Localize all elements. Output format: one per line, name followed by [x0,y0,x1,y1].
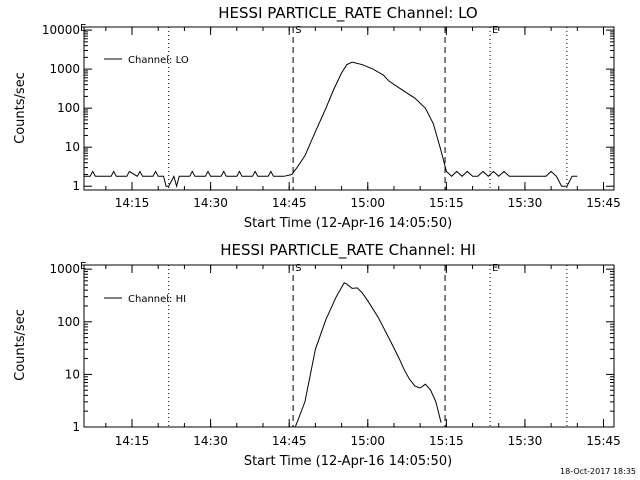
x-tick-label: 14:45 [272,196,307,210]
y-axis-label-lo: Counts/sec [13,72,28,144]
series-line-hi [294,282,442,428]
x-axis-hi: 14:15 14:30 14:45 15:00 15:15 15:30 15:45 [105,265,621,448]
legend-label-hi: Channel: HI [128,294,186,305]
x-tick-label: 14:15 [115,434,150,448]
time-marker-label: E [492,25,498,36]
x-tick-label: 15:00 [350,434,385,448]
corner-label-lo: E [80,23,86,34]
x-tick-label: 15:15 [429,434,464,448]
legend-label-lo: Channel: LO [128,55,189,66]
chart-title-lo: HESSI PARTICLE_RATE Channel: LO [218,4,477,23]
y-tick-label: 1000 [49,262,80,276]
y-tick-label: 1 [72,179,80,193]
legend-lo: Channel: LO [104,55,189,66]
x-tick-label: 14:15 [115,196,150,210]
legend-hi: Channel: HI [104,294,186,305]
x-axis-label-lo: Start Time (12-Apr-16 14:05:50) [244,216,452,231]
y-axis-label-hi: Counts/sec [13,309,28,381]
x-tick-label: 15:15 [429,196,464,210]
y-tick-label: 10 [65,367,80,381]
y-tick-label: 1 [72,420,80,434]
time-marker-label: S [295,25,301,36]
y-axis-hi: 1 10 100 1000 [49,262,614,434]
x-tick-label: 15:45 [586,434,621,448]
y-tick-label: 10 [65,140,80,154]
plot-frame-hi [83,264,615,428]
time-marker-label: E [492,263,498,274]
x-tick-label: 15:45 [586,196,621,210]
time-marker-label: S [295,263,301,274]
x-axis-label-hi: Start Time (12-Apr-16 14:05:50) [244,454,452,469]
y-tick-label: 100 [57,315,80,329]
x-tick-label: 14:30 [193,196,228,210]
x-tick-label: 14:45 [272,434,307,448]
plot-frame-lo [83,26,615,191]
chart-title-hi: HESSI PARTICLE_RATE Channel: HI [220,241,476,260]
x-axis-lo: 14:15 14:30 14:45 15:00 15:15 15:30 15:45 [105,27,621,210]
x-tick-label: 14:30 [193,434,228,448]
y-tick-label: 100 [57,101,80,115]
corner-label-hi: E [80,261,86,272]
timestamp: 18-Oct-2017 18:35 [560,467,636,476]
x-tick-label: 15:00 [350,196,385,210]
x-tick-label: 15:30 [508,434,543,448]
y-axis-lo: 1 10 100 1000 10000 [42,23,614,193]
series-line-lo [84,61,578,189]
y-tick-label: 10000 [42,23,80,37]
x-tick-label: 15:30 [508,196,543,210]
y-tick-label: 1000 [49,62,80,76]
